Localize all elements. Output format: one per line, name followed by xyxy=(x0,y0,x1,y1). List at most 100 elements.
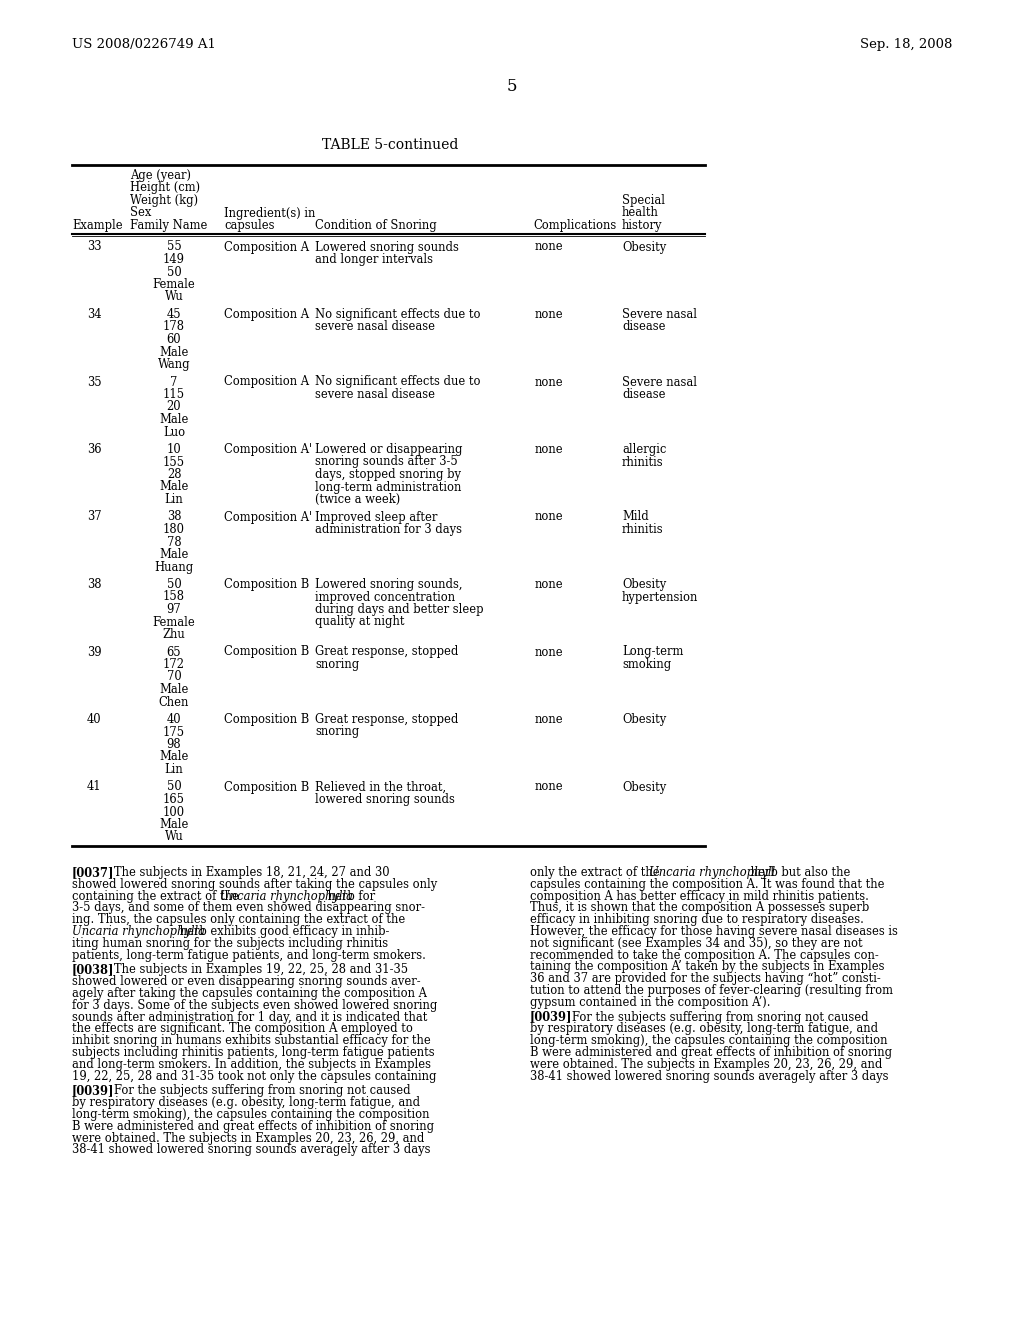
Text: snoring: snoring xyxy=(315,657,359,671)
Text: history: history xyxy=(622,219,663,232)
Text: B were administered and great effects of inhibition of snoring: B were administered and great effects of… xyxy=(530,1045,892,1059)
Text: only the extract of the: only the extract of the xyxy=(530,866,664,879)
Text: Lowered or disappearing: Lowered or disappearing xyxy=(315,444,463,455)
Text: Lin: Lin xyxy=(165,763,183,776)
Text: 35: 35 xyxy=(87,375,101,388)
Text: 38: 38 xyxy=(87,578,101,591)
Text: allergic: allergic xyxy=(622,444,667,455)
Text: 155: 155 xyxy=(163,455,185,469)
Text: Wang: Wang xyxy=(158,358,190,371)
Text: Example: Example xyxy=(72,219,123,232)
Text: Composition B: Composition B xyxy=(224,578,309,591)
Text: agely after taking the capsules containing the composition A: agely after taking the capsules containi… xyxy=(72,987,427,1001)
Text: showed lowered snoring sounds after taking the capsules only: showed lowered snoring sounds after taki… xyxy=(72,878,437,891)
Text: Long-term: Long-term xyxy=(622,645,683,659)
Text: Male: Male xyxy=(160,751,188,763)
Text: Great response, stopped: Great response, stopped xyxy=(315,713,459,726)
Text: tution to attend the purposes of fever-clearing (resulting from: tution to attend the purposes of fever-c… xyxy=(530,983,893,997)
Text: Sex: Sex xyxy=(130,206,152,219)
Text: inhibit snoring in humans exhibits substantial efficacy for the: inhibit snoring in humans exhibits subst… xyxy=(72,1034,431,1047)
Text: days, stopped snoring by: days, stopped snoring by xyxy=(315,469,461,480)
Text: 50: 50 xyxy=(167,780,181,793)
Text: 98: 98 xyxy=(167,738,181,751)
Text: 20: 20 xyxy=(167,400,181,413)
Text: by respiratory diseases (e.g. obesity, long-term fatigue, and: by respiratory diseases (e.g. obesity, l… xyxy=(530,1023,879,1035)
Text: Uncaria rhynchophylla: Uncaria rhynchophylla xyxy=(72,925,205,939)
Text: patients, long-term fatigue patients, and long-term smokers.: patients, long-term fatigue patients, an… xyxy=(72,949,426,961)
Text: Severe nasal: Severe nasal xyxy=(622,375,697,388)
Text: smoking: smoking xyxy=(622,657,672,671)
Text: for 3 days. Some of the subjects even showed lowered snoring: for 3 days. Some of the subjects even sh… xyxy=(72,999,437,1012)
Text: Male: Male xyxy=(160,682,188,696)
Text: 34: 34 xyxy=(87,308,101,321)
Text: 5: 5 xyxy=(507,78,517,95)
Text: Complications: Complications xyxy=(534,219,616,232)
Text: 3-5 days, and some of them even showed disappearing snor-: 3-5 days, and some of them even showed d… xyxy=(72,902,425,915)
Text: and long-term smokers. In addition, the subjects in Examples: and long-term smokers. In addition, the … xyxy=(72,1057,431,1071)
Text: none: none xyxy=(535,240,563,253)
Text: 70: 70 xyxy=(167,671,181,684)
Text: Great response, stopped: Great response, stopped xyxy=(315,645,459,659)
Text: rhinitis: rhinitis xyxy=(622,455,664,469)
Text: Obesity: Obesity xyxy=(622,780,667,793)
Text: Composition B: Composition B xyxy=(224,780,309,793)
Text: herb exhibits good efficacy in inhib-: herb exhibits good efficacy in inhib- xyxy=(176,925,389,939)
Text: none: none xyxy=(535,308,563,321)
Text: Chen: Chen xyxy=(159,696,189,709)
Text: Composition A': Composition A' xyxy=(224,511,312,524)
Text: No significant effects due to: No significant effects due to xyxy=(315,375,480,388)
Text: Composition A: Composition A xyxy=(224,308,309,321)
Text: The subjects in Examples 19, 22, 25, 28 and 31-35: The subjects in Examples 19, 22, 25, 28 … xyxy=(102,964,408,977)
Text: showed lowered or even disappearing snoring sounds aver-: showed lowered or even disappearing snor… xyxy=(72,975,421,989)
Text: 38: 38 xyxy=(167,511,181,524)
Text: Female: Female xyxy=(153,279,196,290)
Text: disease: disease xyxy=(622,388,666,401)
Text: Composition A: Composition A xyxy=(224,375,309,388)
Text: Obesity: Obesity xyxy=(622,240,667,253)
Text: Composition A': Composition A' xyxy=(224,444,312,455)
Text: Relieved in the throat,: Relieved in the throat, xyxy=(315,780,446,793)
Text: [0039]: [0039] xyxy=(72,1085,115,1097)
Text: snoring: snoring xyxy=(315,726,359,738)
Text: The subjects in Examples 18, 21, 24, 27 and 30: The subjects in Examples 18, 21, 24, 27 … xyxy=(102,866,389,879)
Text: were obtained. The subjects in Examples 20, 23, 26, 29, and: were obtained. The subjects in Examples … xyxy=(530,1057,883,1071)
Text: subjects including rhinitis patients, long-term fatigue patients: subjects including rhinitis patients, lo… xyxy=(72,1045,434,1059)
Text: Composition A: Composition A xyxy=(224,240,309,253)
Text: 37: 37 xyxy=(87,511,101,524)
Text: sounds after administration for 1 day, and it is indicated that: sounds after administration for 1 day, a… xyxy=(72,1011,427,1023)
Text: none: none xyxy=(535,780,563,793)
Text: 7: 7 xyxy=(170,375,178,388)
Text: No significant effects due to: No significant effects due to xyxy=(315,308,480,321)
Text: hypertension: hypertension xyxy=(622,590,698,603)
Text: Uncaria rhynchophylla: Uncaria rhynchophylla xyxy=(220,890,353,903)
Text: Composition B: Composition B xyxy=(224,645,309,659)
Text: Wu: Wu xyxy=(165,830,183,843)
Text: iting human snoring for the subjects including rhinitis: iting human snoring for the subjects inc… xyxy=(72,937,388,950)
Text: disease: disease xyxy=(622,321,666,334)
Text: composition A has better efficacy in mild rhinitis patients.: composition A has better efficacy in mil… xyxy=(530,890,869,903)
Text: 10: 10 xyxy=(167,444,181,455)
Text: capsules: capsules xyxy=(224,219,274,232)
Text: none: none xyxy=(535,511,563,524)
Text: 175: 175 xyxy=(163,726,185,738)
Text: Female: Female xyxy=(153,615,196,628)
Text: capsules containing the composition A. It was found that the: capsules containing the composition A. I… xyxy=(530,878,885,891)
Text: 158: 158 xyxy=(163,590,185,603)
Text: Huang: Huang xyxy=(155,561,194,573)
Text: none: none xyxy=(535,375,563,388)
Text: 55: 55 xyxy=(167,240,181,253)
Text: herb but also the: herb but also the xyxy=(748,866,851,879)
Text: 78: 78 xyxy=(167,536,181,549)
Text: recommended to take the composition A. The capsules con-: recommended to take the composition A. T… xyxy=(530,949,879,961)
Text: by respiratory diseases (e.g. obesity, long-term fatigue, and: by respiratory diseases (e.g. obesity, l… xyxy=(72,1096,420,1109)
Text: 165: 165 xyxy=(163,793,185,807)
Text: long-term smoking), the capsules containing the composition: long-term smoking), the capsules contain… xyxy=(530,1034,888,1047)
Text: Luo: Luo xyxy=(163,425,185,438)
Text: Height (cm): Height (cm) xyxy=(130,181,200,194)
Text: Male: Male xyxy=(160,818,188,832)
Text: during days and better sleep: during days and better sleep xyxy=(315,603,483,616)
Text: Zhu: Zhu xyxy=(163,628,185,642)
Text: ing. Thus, the capsules only containing the extract of the: ing. Thus, the capsules only containing … xyxy=(72,913,406,927)
Text: Weight (kg): Weight (kg) xyxy=(130,194,198,207)
Text: Male: Male xyxy=(160,548,188,561)
